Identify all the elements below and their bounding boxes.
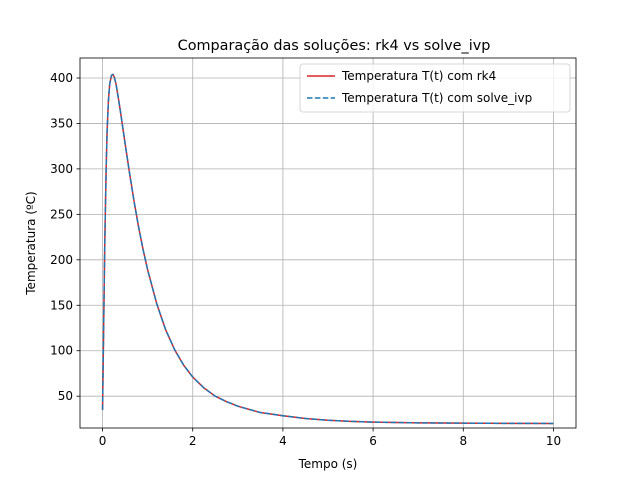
series-layer [101,73,554,425]
x-tick-label: 10 [546,434,561,448]
y-tick-label: 200 [50,253,73,267]
y-tick-label: 350 [50,116,73,130]
x-tick-label: 2 [189,434,197,448]
x-tick-label: 6 [369,434,377,448]
legend-box [299,63,571,113]
y-tick-label: 300 [50,162,73,176]
y-tick-label: 150 [50,298,73,312]
y-axis-label: Temperatura (ºC) [24,191,38,295]
legend-label-1: Temperatura T(t) com rk4 [341,69,496,83]
chart-title: Comparação das soluções: rk4 vs solve_iv… [178,38,491,54]
y-tick-label: 100 [50,344,73,358]
y-tick-label: 250 [50,207,73,221]
plot-frame [79,57,577,429]
y-tick-label: 50 [58,389,73,403]
series-line-2 [101,73,554,425]
axis-ticks: 0 2 4 6 8 10 50 100 150 200 250 300 350 400 [50,71,561,448]
legend: Temperatura T(t) com rk4 Temperatura T(t)… [299,63,571,113]
x-tick-label: 0 [99,434,107,448]
x-tick-label: 8 [459,434,467,448]
legend-label-2: Temperatura T(t) com solve_ivp [341,91,532,105]
x-tick-label: 4 [279,434,287,448]
y-tick-label: 400 [50,71,73,85]
x-axis-label: Tempo (s) [298,457,358,471]
